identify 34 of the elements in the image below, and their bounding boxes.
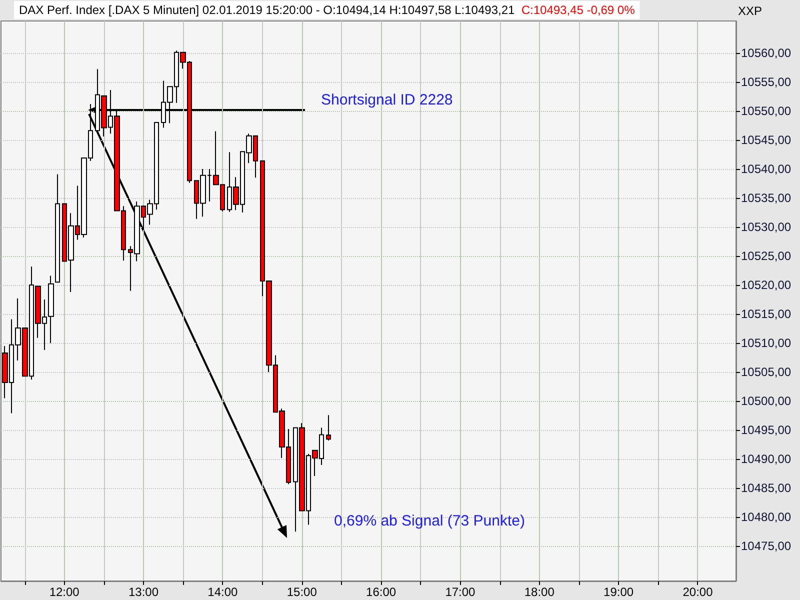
y-tick-label: 10475,00 (741, 539, 792, 554)
chart-subtitle: C:10493,45 -0,69 0% (521, 3, 636, 17)
x-tick-label: 15:00 (286, 585, 318, 599)
y-tick-label: 10510,00 (741, 336, 792, 350)
x-tick-label: 18:00 (524, 585, 555, 599)
x-tick-label: 16:00 (366, 585, 396, 599)
y-tick-label: 10525,00 (741, 249, 792, 264)
y-tick-label: 10480,00 (741, 510, 792, 524)
y-tick-label: 10535,00 (741, 190, 792, 205)
y-tick-label: 10505,00 (741, 365, 792, 380)
x-tick-label: 17:00 (445, 585, 476, 599)
chart-title: DAX Perf. Index [.DAX 5 Minuten] 02.01.2019 15:20:00 - O:10494,14 H:10497,58 L:10493,21 (19, 3, 516, 17)
y-tick-label: 10530,00 (741, 220, 792, 234)
x-tick-label: 19:00 (604, 585, 634, 599)
y-tick-label: 10555,00 (741, 74, 792, 89)
x-tick-label: 14:00 (208, 585, 238, 599)
annotation: Shortsignal ID 2228 (321, 92, 453, 108)
candlestick (326, 414, 331, 442)
x-tick-label: 12:00 (49, 585, 80, 599)
y-tick-label: 10545,00 (741, 132, 792, 147)
y-axis-title: XXP (738, 4, 762, 18)
y-tick-label: 10550,00 (741, 104, 792, 118)
candlestick (55, 174, 60, 283)
y-tick-label: 10540,00 (741, 162, 792, 176)
y-tick-label: 10490,00 (741, 452, 792, 466)
annotation: 0,69% ab Signal (73 Punkte) (334, 512, 525, 530)
x-tick-label: 20:00 (682, 585, 714, 599)
y-tick-label: 10500,00 (741, 394, 792, 408)
y-tick-label: 10485,00 (741, 481, 792, 496)
x-tick-label: 13:00 (128, 585, 159, 599)
y-tick-label: 10560,00 (741, 46, 792, 60)
y-tick-label: 10495,00 (741, 423, 792, 438)
y-tick-label: 10520,00 (741, 278, 792, 292)
y-tick-label: 10515,00 (741, 307, 792, 322)
